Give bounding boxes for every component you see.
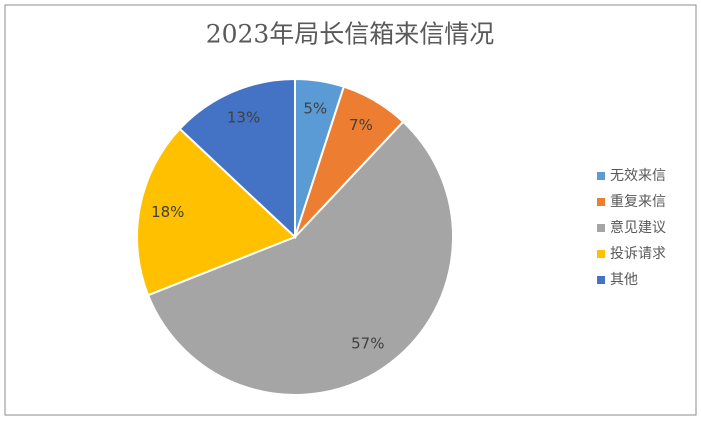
- legend-swatch: [597, 172, 605, 180]
- data-label: 7%: [349, 116, 373, 134]
- data-label: 13%: [227, 109, 260, 127]
- pie-slice: [136, 127, 297, 297]
- legend-label: 重复来信: [610, 193, 666, 210]
- pie-slice: [146, 120, 454, 396]
- chart-title: 2023年局长信箱来信情况: [206, 20, 495, 49]
- legend-label: 投诉请求: [610, 246, 666, 262]
- data-label: 18%: [151, 203, 184, 221]
- legend-swatch: [597, 276, 605, 284]
- legend-label: 意见建议: [610, 219, 666, 236]
- legend-label: 其他: [610, 272, 638, 288]
- data-label: 57%: [351, 335, 384, 353]
- legend-swatch: [597, 224, 605, 232]
- legend-swatch: [597, 250, 605, 258]
- pie-slice: [178, 77, 296, 240]
- legend-label: 无效来信: [610, 168, 666, 184]
- legend-swatch: [597, 198, 605, 206]
- data-label: 5%: [303, 100, 327, 118]
